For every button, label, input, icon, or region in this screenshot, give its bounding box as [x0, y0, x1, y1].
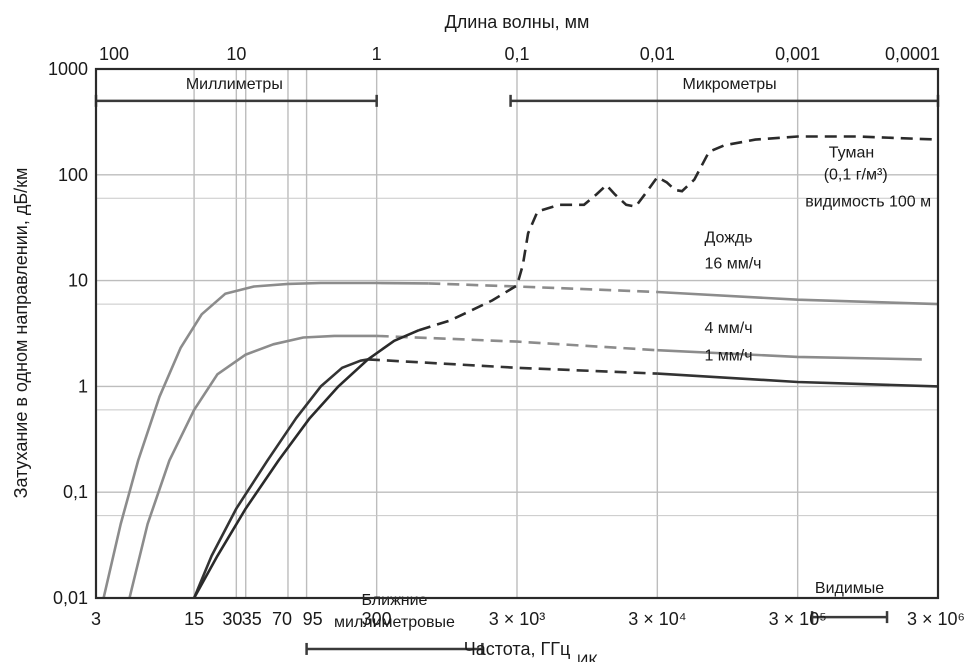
- annotation-label: 16 мм/ч: [704, 256, 761, 273]
- series-1: [102, 281, 939, 599]
- series-line-dashed: [418, 135, 939, 332]
- series-line-dashed: [428, 282, 658, 294]
- series-line-solid: [192, 329, 420, 599]
- series-group: [102, 135, 939, 599]
- x-tick-label: 15: [184, 609, 204, 629]
- ticks-group: 3 15 30 35 70 95 300 3 × 10³ 3 × 10⁴ 3 × 10⁵ 3 × 1…: [48, 44, 965, 629]
- y-tick-label: 10: [68, 271, 88, 291]
- annotation-label: Дождь: [704, 229, 752, 246]
- y-tick-label: 0,1: [63, 482, 88, 502]
- series-line-tail: [657, 372, 939, 388]
- x-tick-label: 3 × 10³: [489, 609, 546, 629]
- y-tick-label: 0,01: [53, 588, 88, 608]
- y-tick-label: 1000: [48, 59, 88, 79]
- x-tick-label: 3 × 10⁴: [628, 609, 686, 629]
- series-line-tail: [657, 348, 922, 361]
- y-tick-label: 1: [78, 376, 88, 396]
- band-label: Микрометры: [682, 76, 776, 93]
- x-tick-label: 95: [303, 609, 323, 629]
- band-6: [810, 611, 889, 624]
- bands-group: Миллиметры Микрометры Ближние миллиметровые…: [94, 76, 940, 662]
- band-label: ИК: [577, 652, 599, 662]
- top-tick-label: 0,01: [640, 44, 675, 64]
- series-2: [128, 334, 922, 599]
- annotation-label: видимость 100 м: [805, 194, 931, 211]
- annotations-group: Туман (0,1 г/м³) видимость 100 м Дождь 16 мм…: [704, 145, 931, 365]
- band-label: Ближние миллиметровые: [334, 592, 455, 631]
- top-tick-label: 10: [226, 44, 246, 64]
- x-tick-label: 3 × 10⁵: [769, 609, 827, 629]
- top-tick-label: 0,1: [504, 44, 529, 64]
- top-tick-label: 0,0001: [885, 44, 940, 64]
- y-axis-title: Затухание в одном направлении, дБ/км: [11, 168, 31, 499]
- x-tick-label: 3 × 10⁶: [907, 609, 965, 629]
- x-tick-label: 30: [222, 609, 242, 629]
- series-3: [192, 358, 939, 599]
- band-3: [305, 642, 484, 655]
- top-tick-label: 1: [372, 44, 382, 64]
- annotation-label: 1 мм/ч: [704, 348, 752, 365]
- band-label: Миллиметры: [186, 76, 283, 93]
- series-line-solid: [102, 281, 429, 599]
- grid: [96, 69, 938, 598]
- x-tick-label: 35: [242, 609, 262, 629]
- series-line-dashed: [376, 334, 658, 352]
- x-tick-label: 300: [362, 609, 392, 629]
- annotation-label: (0,1 г/м³): [824, 167, 888, 184]
- y-tick-label: 100: [58, 165, 88, 185]
- top-tick-label: 0,001: [775, 44, 820, 64]
- top-tick-label: 100: [99, 44, 129, 64]
- annotation-label: 4 мм/ч: [704, 320, 752, 337]
- series-line-dashed: [367, 358, 658, 375]
- x-tick-label: 70: [272, 609, 292, 629]
- series-4: [192, 135, 939, 599]
- plot-frame: [94, 67, 940, 600]
- band-label: Видимые: [815, 580, 884, 597]
- series-line-tail: [657, 290, 939, 306]
- x-tick-label: 3: [91, 609, 101, 629]
- band-2: [509, 94, 940, 107]
- top-axis-title: Длина волны, мм: [445, 12, 590, 32]
- series-line-solid: [192, 358, 369, 599]
- annotation-label: Туман: [829, 145, 874, 162]
- series-line-solid: [128, 334, 377, 599]
- x-axis-title: Частота, ГГц: [464, 639, 571, 659]
